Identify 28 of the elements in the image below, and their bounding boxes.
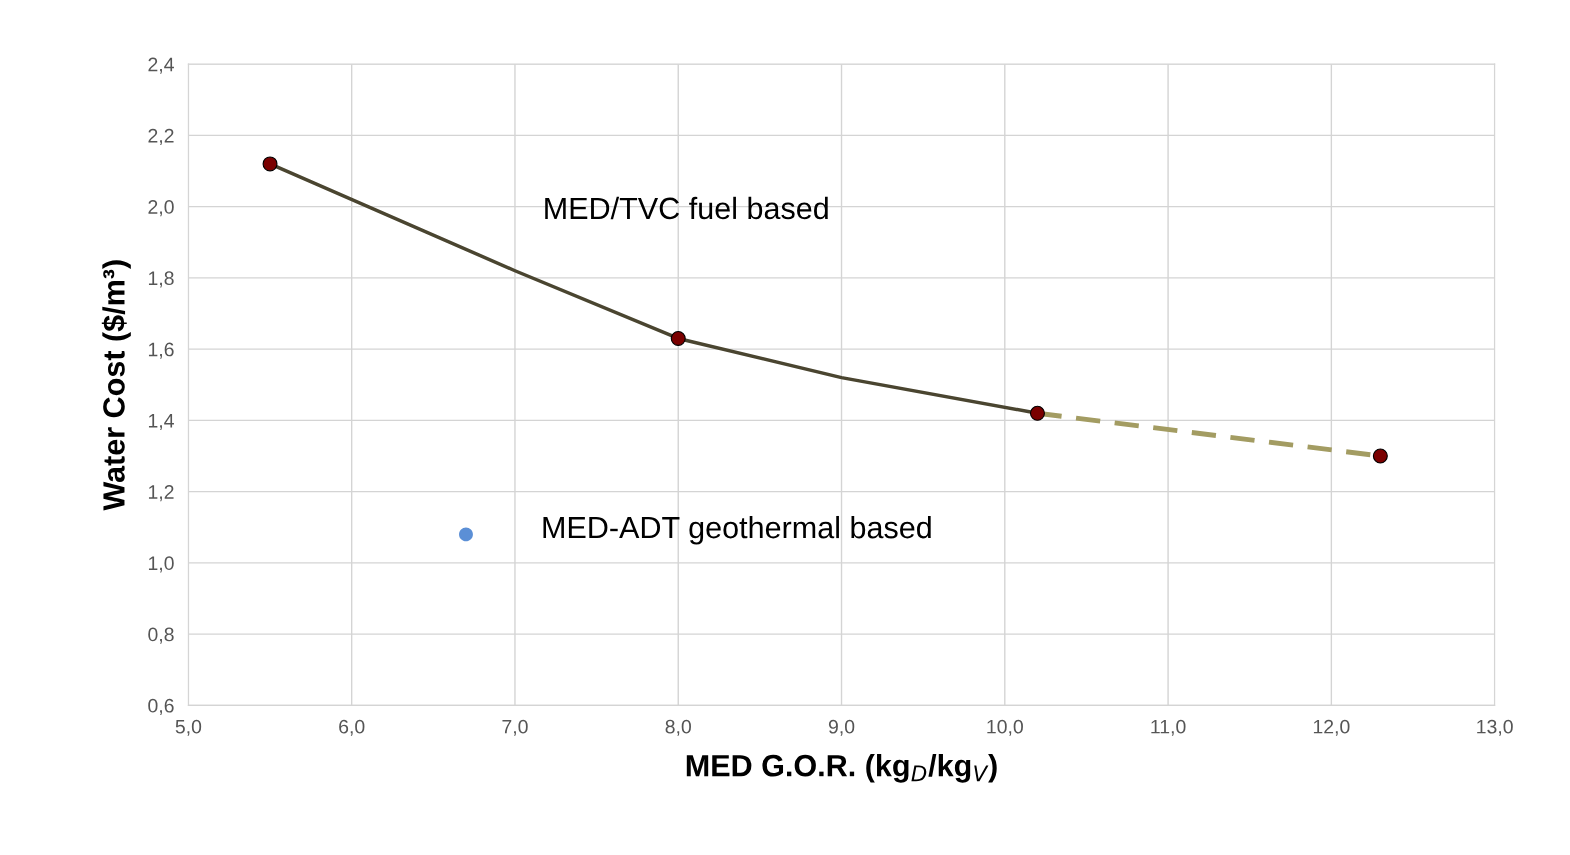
x-tick-label: 12,0 — [1313, 719, 1350, 736]
x-tick-label: 13,0 — [1477, 719, 1513, 736]
series-label: MED/TVC fuel based — [545, 196, 828, 220]
x-tick-label: 8,0 — [665, 719, 691, 736]
y-tick-label: 1,6 — [148, 342, 174, 359]
x-tick-label: 7,0 — [502, 719, 528, 736]
y-tick-label: 2,4 — [148, 57, 174, 74]
x-tick-label: 6,0 — [339, 719, 365, 736]
y-tick-label: 1,4 — [148, 414, 174, 430]
y-tick-label: 1,0 — [148, 556, 174, 573]
y-tick-label: 0,6 — [148, 698, 174, 715]
y-tick-label: 0,8 — [148, 627, 174, 644]
y-tick-label: 2,0 — [148, 200, 174, 217]
point — [1029, 405, 1045, 421]
x-tick-label: 10,0 — [987, 719, 1023, 736]
point — [262, 156, 278, 172]
y-tick-label: 1,2 — [148, 485, 174, 502]
x-tick-label: 5,0 — [175, 719, 202, 736]
y-axis-title: Water Cost ($/m³) — [101, 260, 131, 511]
point — [1372, 448, 1388, 464]
text: MED-ADT geothermal based — [543, 515, 931, 545]
y-tick-label: 1,8 — [148, 271, 174, 288]
point — [459, 527, 473, 542]
x-tick-label: 11,0 — [1151, 719, 1186, 736]
x-axis-title: MED G.O.R. (kg$_{D}$/kg$_{V}$) — [686, 754, 997, 783]
point — [670, 330, 686, 346]
x-tick-label: 9,0 — [828, 719, 855, 736]
y-tick-label: 2,2 — [148, 128, 174, 145]
